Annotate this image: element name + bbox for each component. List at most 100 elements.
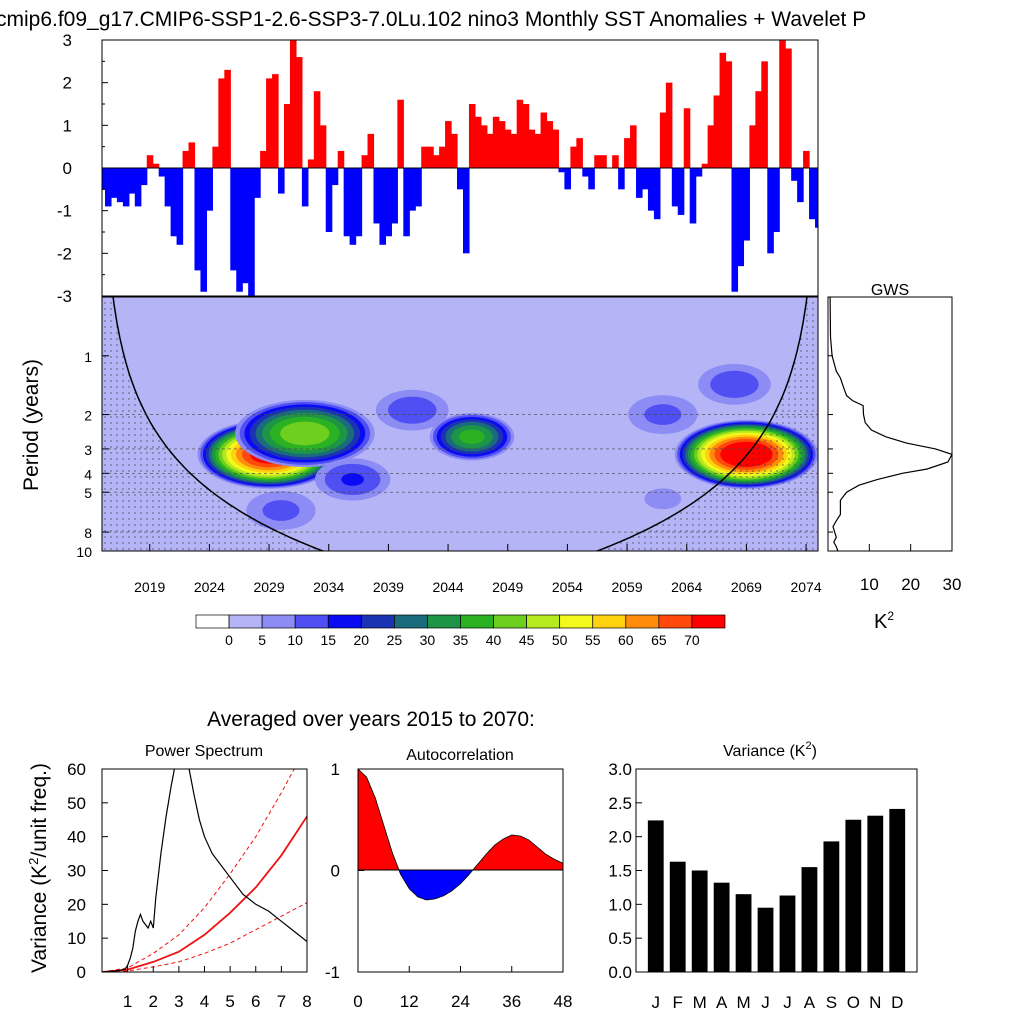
colorbar-label: 0: [225, 632, 233, 648]
colorbar-swatch: [228, 614, 263, 629]
anomaly-bar: [498, 121, 506, 168]
anomaly-bar: [102, 168, 106, 190]
y-tick-label: -1: [325, 963, 340, 982]
colorbar-label: 10: [287, 632, 303, 648]
y-tick-label: 3.0: [608, 760, 632, 779]
variance-bar: [801, 867, 818, 972]
autocorrelation-ticks: 0 12 24 36 48 1 0 -1: [325, 760, 573, 1011]
x-tick-label: 7: [277, 992, 286, 1011]
anomaly-bar: [170, 168, 178, 237]
anomaly-bar: [749, 125, 756, 168]
variance-panel: Variance (K2) J F M A M J J A S O N D0.00.51.01.52.…: [608, 740, 918, 1012]
anomaly-bar: [474, 116, 482, 168]
subtitle: Averaged over years 2015 to 2070:: [207, 708, 535, 731]
anomaly-bar: [224, 69, 231, 168]
anomaly-bar: [815, 168, 818, 228]
colorbar-label: 65: [651, 632, 667, 648]
y-tick-label: 0.5: [608, 929, 632, 948]
anomaly-bar: [248, 168, 255, 296]
red-noise-lower: [102, 902, 307, 972]
y-tick-label: 8: [84, 525, 92, 541]
colorbar-label: 60: [618, 632, 634, 648]
y-tick-label: 1.0: [608, 895, 632, 914]
x-tick-label: 2029: [253, 579, 284, 595]
variance-bar: [691, 870, 708, 972]
colorbar-label: 30: [420, 632, 436, 648]
anomaly-bar: [242, 168, 249, 284]
colorbar-swatch: [460, 614, 494, 629]
y-tick-label: 60: [67, 760, 86, 779]
anomaly-bar: [367, 133, 375, 168]
x-tick-label: 2019: [134, 579, 165, 595]
y-tick-label: 0: [331, 862, 340, 881]
wavelet-contour: [388, 396, 437, 424]
variance-bars: [647, 808, 906, 972]
x-tick-label: 2074: [790, 579, 821, 595]
anomaly-bar: [403, 168, 410, 237]
x-tick-label: 2: [149, 992, 158, 1011]
anomaly-bar: [355, 168, 363, 237]
power-spectrum-panel: Power Spectrum 1 2 3 4 5 6 7 8 0 10 20 30 40 50 60 Var…: [26, 743, 312, 1011]
anomaly-bar: [516, 99, 524, 168]
anomaly-bar: [212, 146, 219, 168]
anomaly-bar: [809, 168, 816, 220]
wavelet-contour: [341, 473, 364, 486]
anomaly-bar: [486, 133, 494, 168]
colorbar-label: 15: [320, 632, 336, 648]
anomaly-bar: [295, 57, 303, 168]
wavelet-x-ticks: 2019 2024 2029 2034 2039 2044 2049 2054 2059 2064…: [134, 544, 822, 595]
anomaly-bar: [636, 168, 643, 198]
y-tick-label: 10: [67, 929, 86, 948]
wavelet-contour: [262, 500, 300, 521]
anomaly-bar: [761, 61, 768, 169]
y-tick-label: 40: [67, 828, 86, 847]
anomaly-bar: [301, 168, 309, 207]
y-tick-label: 1: [63, 116, 72, 135]
anomaly-bar: [325, 168, 333, 232]
anomaly-bar: [397, 99, 404, 168]
gws-x-label: K2: [874, 609, 894, 633]
wavelet-y-label: Period (years): [20, 359, 43, 491]
anomaly-bar: [731, 168, 739, 292]
y-tick-label: 3: [63, 31, 72, 50]
y-tick-label: 2.0: [608, 828, 632, 847]
x-tick-label: S: [826, 993, 837, 1012]
anomaly-bar: [200, 168, 208, 292]
wavelet-contour: [710, 370, 759, 398]
anomaly-bar: [349, 168, 357, 245]
anomaly-bar: [110, 168, 118, 198]
anomaly-bar: [116, 168, 124, 203]
anomaly-series: [102, 40, 818, 296]
anomaly-bar: [134, 168, 142, 207]
anomaly-bar: [421, 146, 428, 168]
anomaly-bar: [373, 168, 381, 224]
anomaly-bar: [665, 82, 673, 168]
anomaly-bar: [582, 168, 589, 177]
colorbar-label: 25: [387, 632, 403, 648]
colorbar-label: 70: [684, 632, 700, 648]
anomaly-bar: [528, 129, 536, 168]
y-tick-label: 0: [63, 159, 72, 178]
anomaly-bar: [791, 168, 798, 181]
x-tick-label: 2024: [194, 579, 225, 595]
anomaly-bar: [576, 138, 583, 168]
x-tick-label: J: [652, 993, 661, 1012]
anomaly-bar: [146, 155, 154, 168]
anomaly-bar: [755, 91, 762, 168]
anomaly-bar: [540, 112, 548, 168]
anomaly-panel: 3 2 1 0 -1 -2 -3: [57, 31, 819, 306]
anomaly-bar: [630, 125, 637, 168]
anomaly-bar: [272, 74, 279, 168]
figure-title: cmip6.f09_g17.CMIP6-SSP1-2.6-SSP3-7.0Lu.…: [0, 8, 866, 31]
colorbar-swatch: [427, 614, 461, 629]
autocorrelation-title: Autocorrelation: [406, 747, 514, 764]
power-spectrum-y-label: Variance (K2/unit freq.): [26, 763, 51, 973]
power-spectrum-ticks: 1 2 3 4 5 6 7 8 0 10 20 30 40 50 60: [67, 760, 312, 1011]
anomaly-bar: [510, 133, 518, 168]
y-tick-label: 2: [84, 408, 92, 424]
anomaly-bar: [588, 168, 595, 190]
y-tick-label: -2: [57, 244, 72, 263]
x-tick-label: J: [783, 993, 792, 1012]
anomaly-bar: [385, 168, 392, 237]
